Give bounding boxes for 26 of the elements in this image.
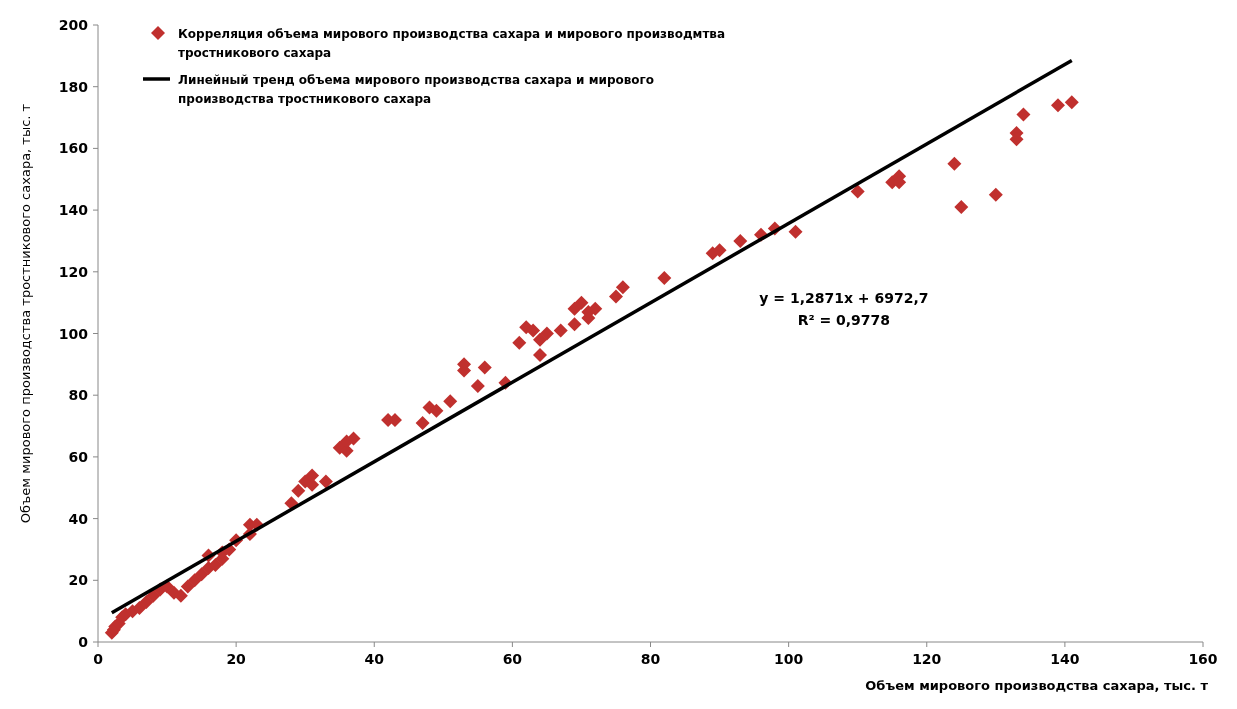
y-tick-label: 40 <box>68 510 89 527</box>
y-tick-label: 60 <box>68 448 89 465</box>
y-tick-label: 20 <box>68 572 89 589</box>
x-tick-label: 120 <box>912 651 942 667</box>
y-tick-label: 160 <box>58 140 89 157</box>
y-tick-label: 200 <box>58 17 89 33</box>
legend-label: Линейный тренд объема мирового производства сахара и мирового производства тростникового сахара <box>178 73 655 106</box>
y-axis-title: Объем мирового производства тростникового сахара, тыс. т <box>18 103 33 524</box>
x-tick-label: 80 <box>640 651 661 667</box>
legend-label: Корреляция объема мирового производства сахара и мирового производмтва тростникового сахара <box>178 27 726 60</box>
y-tick-label: 180 <box>58 78 89 95</box>
y-tick-label: 120 <box>58 263 89 280</box>
y-tick-label: 140 <box>58 202 89 219</box>
x-tick-label: 20 <box>226 651 247 667</box>
annotation: y = 1,2871x + 6972,7 <box>759 289 929 306</box>
x-tick-label: 160 <box>1188 651 1218 667</box>
x-tick-label: 60 <box>502 651 523 667</box>
annotation: R² = 0,9778 <box>797 311 891 328</box>
x-tick-label: 140 <box>1050 651 1080 667</box>
x-tick-label: 100 <box>774 651 804 667</box>
x-tick-label: 40 <box>364 651 385 667</box>
y-tick-label: 80 <box>68 387 89 404</box>
y-tick-label: 0 <box>78 634 89 650</box>
x-axis-title: Объем мирового производства сахара, тыс. т <box>865 678 1209 693</box>
x-tick-label: 0 <box>93 651 104 667</box>
y-tick-label: 100 <box>58 325 89 342</box>
